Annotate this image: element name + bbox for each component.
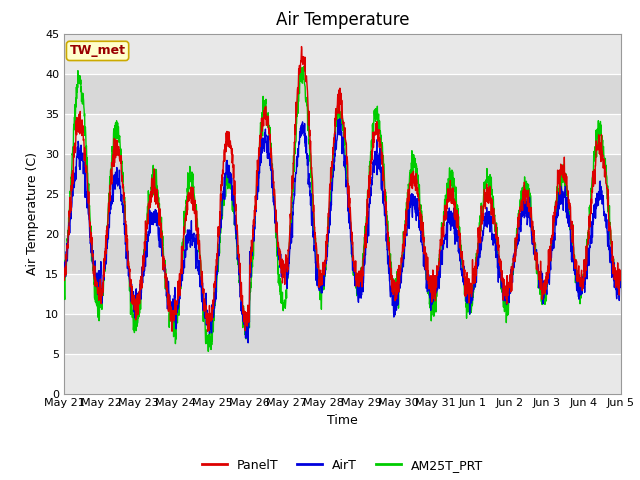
PanelT xyxy=(371,129,379,135)
AM25T_PRT xyxy=(216,251,223,256)
PanelT xyxy=(359,273,367,279)
PanelT xyxy=(216,227,223,233)
Bar xyxy=(64,34,621,73)
Y-axis label: Air Temperature (C): Air Temperature (C) xyxy=(26,152,40,275)
PanelT xyxy=(60,265,68,271)
AirT xyxy=(568,259,576,265)
Line: AirT: AirT xyxy=(64,119,621,343)
AM25T_PRT xyxy=(617,278,625,284)
PanelT xyxy=(617,277,625,283)
AM25T_PRT xyxy=(204,348,212,354)
Bar xyxy=(64,154,621,193)
Line: PanelT: PanelT xyxy=(64,47,621,331)
AirT xyxy=(244,340,252,346)
AirT xyxy=(617,274,625,280)
PanelT xyxy=(505,279,513,285)
AirT xyxy=(371,157,379,163)
PanelT xyxy=(204,328,211,334)
AirT xyxy=(60,264,68,270)
AirT xyxy=(584,262,591,267)
AM25T_PRT xyxy=(584,241,591,247)
AM25T_PRT xyxy=(359,266,367,272)
PanelT xyxy=(584,239,591,245)
AirT xyxy=(336,116,344,121)
Bar xyxy=(64,193,621,234)
Bar xyxy=(64,114,621,154)
Bar xyxy=(64,354,621,394)
PanelT xyxy=(568,218,576,224)
Legend: PanelT, AirT, AM25T_PRT: PanelT, AirT, AM25T_PRT xyxy=(196,454,488,477)
Text: TW_met: TW_met xyxy=(70,44,125,58)
Title: Air Temperature: Air Temperature xyxy=(276,11,409,29)
Bar xyxy=(64,313,621,354)
Line: AM25T_PRT: AM25T_PRT xyxy=(64,67,621,351)
PanelT xyxy=(298,44,305,49)
AM25T_PRT xyxy=(505,300,513,305)
AM25T_PRT xyxy=(371,111,379,117)
AM25T_PRT xyxy=(300,64,307,70)
Bar xyxy=(64,234,621,274)
AM25T_PRT xyxy=(568,237,576,242)
X-axis label: Time: Time xyxy=(327,414,358,427)
AirT xyxy=(359,289,367,295)
Bar xyxy=(64,274,621,313)
AirT xyxy=(216,242,223,248)
AirT xyxy=(505,288,513,294)
Bar xyxy=(64,73,621,114)
AM25T_PRT xyxy=(60,291,68,297)
